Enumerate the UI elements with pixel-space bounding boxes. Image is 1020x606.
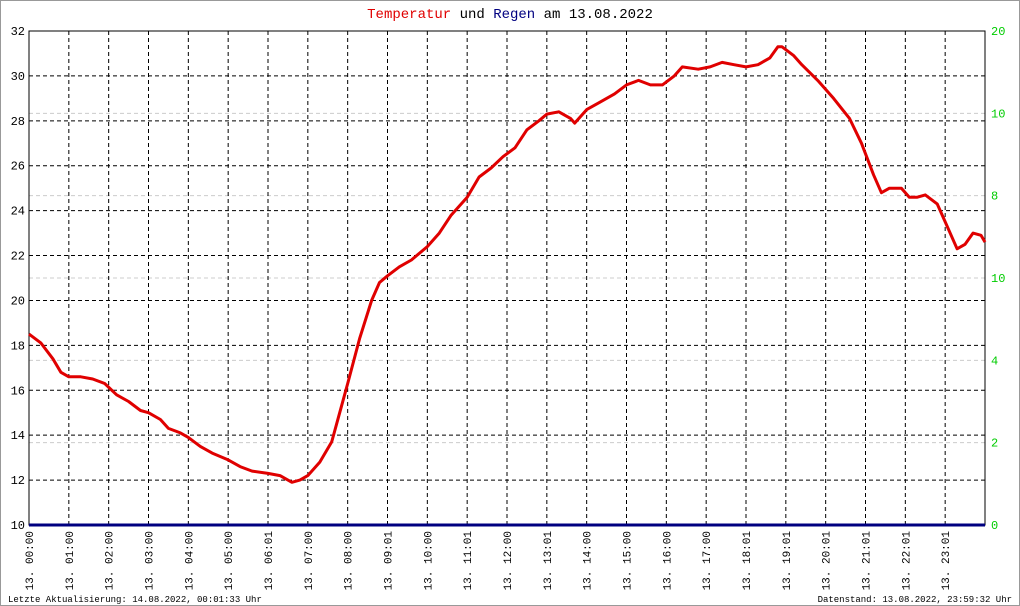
x-tick-label: 13. 17:00 — [702, 531, 714, 590]
x-tick-label: 13. 07:00 — [304, 531, 316, 590]
y-tick-label: 22 — [11, 250, 25, 264]
x-tick-label: 13. 10:00 — [423, 531, 435, 590]
x-tick-label: 13. 20:01 — [822, 531, 834, 591]
y-tick-label: 18 — [11, 339, 25, 353]
x-tick-label: 13. 09:01 — [384, 531, 396, 591]
x-tick-label: 13. 11:01 — [463, 531, 475, 591]
y2-tick-label: 0 — [991, 519, 998, 533]
y2-tick-label: 20 — [991, 25, 1005, 39]
y-tick-label: 12 — [11, 474, 25, 488]
title-date: am 13.08.2022 — [544, 7, 653, 23]
title-series-temp: Temperatur — [367, 7, 451, 23]
y-tick-label: 30 — [11, 70, 25, 84]
series-line — [28, 45, 987, 484]
x-tick-label: 13. 18:01 — [742, 531, 754, 591]
y2-tick-label: 4 — [991, 354, 998, 368]
x-tick-label: 13. 22:01 — [901, 531, 913, 591]
x-tick-label: 13. 12:00 — [503, 531, 515, 590]
x-tick-label: 13. 02:00 — [105, 531, 117, 590]
y-tick-label: 14 — [11, 429, 25, 443]
x-tick-label: 13. 13:01 — [543, 531, 555, 591]
x-tick-label: 13. 14:00 — [583, 531, 595, 590]
x-tick-label: 13. 03:00 — [145, 531, 157, 590]
x-tick-label: 13. 23:01 — [941, 531, 953, 591]
y-tick-label: 32 — [11, 25, 25, 39]
footer-left: Letzte Aktualisierung: 14.08.2022, 00:01… — [8, 595, 262, 605]
x-tick-label: 13. 06:01 — [264, 531, 276, 591]
y2-tick-label: 10 — [991, 272, 1005, 286]
y-tick-label: 28 — [11, 115, 25, 129]
x-tick-label: 13. 15:00 — [623, 531, 635, 590]
y-tick-label: 16 — [11, 384, 25, 398]
x-tick-label: 13. 05:00 — [224, 531, 236, 590]
y2-tick-label: 2 — [991, 437, 998, 451]
chart-title: Temperatur und Regen am 13.08.2022 — [367, 7, 653, 23]
y-tick-label: 26 — [11, 160, 25, 174]
x-tick-label: 13. 19:01 — [782, 531, 794, 591]
title-word: und — [460, 7, 485, 23]
y-tick-label: 10 — [11, 519, 25, 533]
y2-tick-label: 8 — [991, 190, 998, 204]
x-tick-label: 13. 04:00 — [184, 531, 196, 590]
y-tick-label: 20 — [11, 294, 25, 308]
x-tick-label: 13. 00:00 — [25, 531, 37, 590]
x-tick-label: 13. 01:00 — [65, 531, 77, 590]
footer-right: Datenstand: 13.08.2022, 23:59:32 Uhr — [818, 595, 1012, 605]
x-tick-label: 13. 21:01 — [862, 531, 874, 591]
y-tick-label: 24 — [11, 205, 25, 219]
x-tick-label: 13. 16:00 — [662, 531, 674, 590]
y2-tick-label: 10 — [991, 107, 1005, 121]
x-tick-label: 13. 08:00 — [344, 531, 356, 590]
title-series-rain: Regen — [493, 7, 535, 23]
